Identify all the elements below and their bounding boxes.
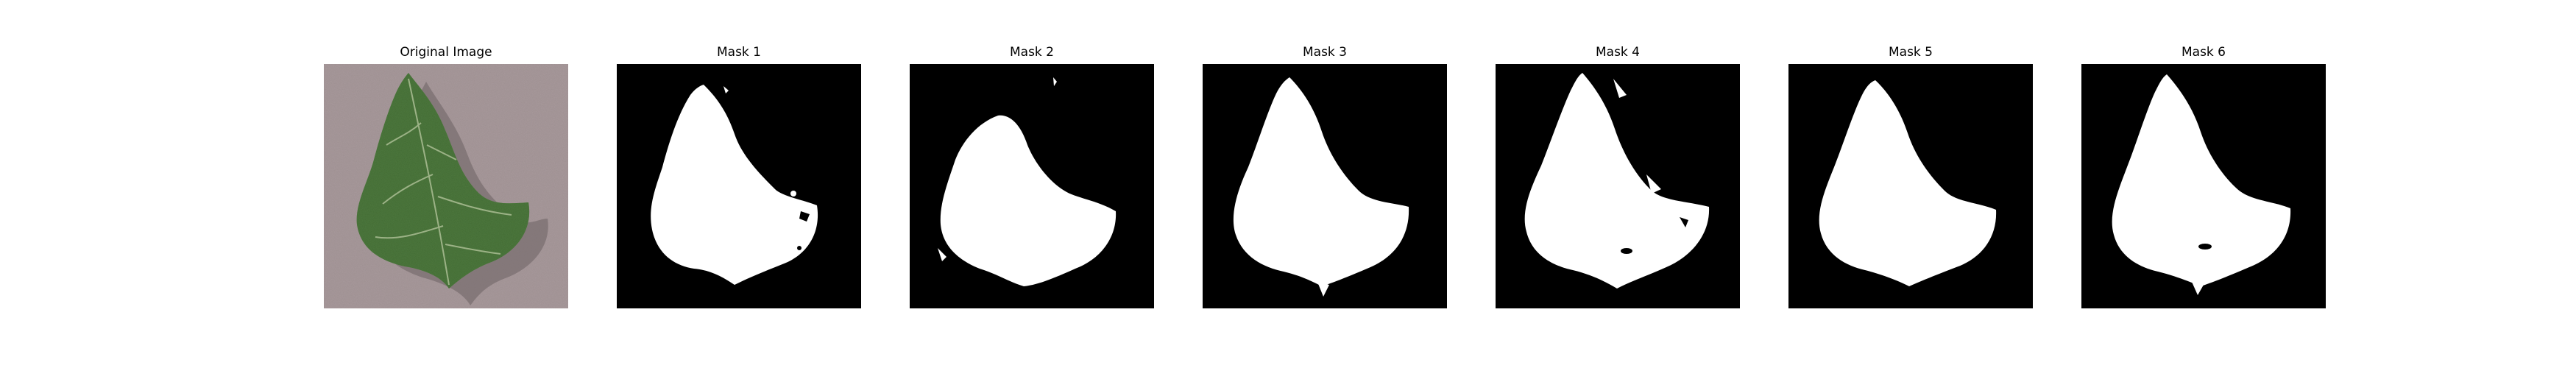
panel-title: Mask 3 [1302, 45, 1347, 60]
mask-region [2112, 74, 2291, 286]
mask-region [1819, 80, 1997, 286]
panel-title: Mask 2 [1009, 45, 1054, 60]
mask-image [1496, 64, 1740, 308]
mask-region [651, 85, 818, 285]
mask-image [1203, 64, 1447, 308]
leaf-veins [375, 78, 512, 286]
mask-image [910, 64, 1154, 308]
leaf-photo [324, 64, 568, 308]
panel-title: Mask 4 [1595, 45, 1640, 60]
panel-title: Mask 6 [2181, 45, 2226, 60]
mask-image [617, 64, 861, 308]
panel-title: Mask 5 [1888, 45, 1933, 60]
panel-title: Original Image [400, 45, 492, 60]
mask-region [1233, 77, 1409, 286]
mask-region [1524, 73, 1710, 289]
mask-region [940, 115, 1117, 286]
mask-image [2081, 64, 2326, 308]
panel-title: Mask 1 [716, 45, 761, 60]
mask-image [1788, 64, 2033, 308]
